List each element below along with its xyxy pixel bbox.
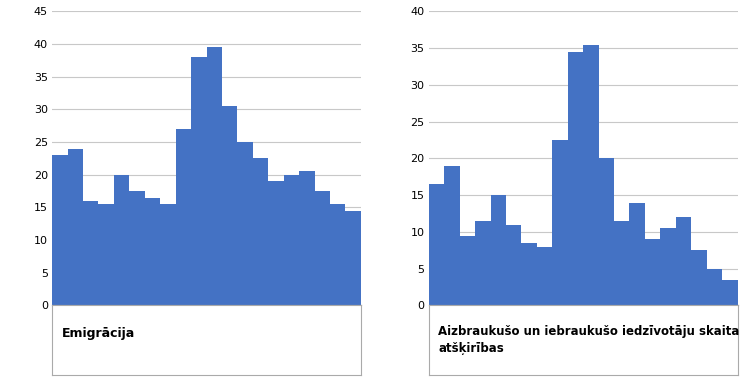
Bar bbox=[145, 198, 160, 305]
Bar bbox=[114, 175, 130, 305]
Bar bbox=[191, 57, 206, 305]
Bar bbox=[676, 217, 691, 305]
Bar bbox=[330, 204, 346, 305]
Bar bbox=[490, 195, 506, 305]
Bar bbox=[691, 250, 707, 305]
Bar bbox=[346, 211, 361, 305]
Text: Emigrācija: Emigrācija bbox=[61, 327, 135, 340]
Bar bbox=[206, 47, 222, 305]
Bar bbox=[707, 268, 722, 305]
Bar bbox=[68, 149, 83, 305]
Bar bbox=[444, 166, 460, 305]
Bar bbox=[537, 247, 552, 305]
Bar bbox=[583, 44, 599, 305]
Bar bbox=[722, 280, 738, 305]
Bar bbox=[429, 184, 444, 305]
Text: Aizbraukušo un iebraukušo iedzīvotāju skaita
atšķirības: Aizbraukušo un iebraukušo iedzīvotāju sk… bbox=[438, 325, 740, 355]
Bar bbox=[614, 221, 630, 305]
Bar bbox=[314, 191, 330, 305]
Bar bbox=[460, 236, 475, 305]
Bar bbox=[568, 52, 583, 305]
Bar bbox=[660, 228, 676, 305]
Bar bbox=[130, 191, 145, 305]
Bar bbox=[284, 175, 299, 305]
Bar bbox=[83, 201, 98, 305]
Bar bbox=[506, 224, 522, 305]
Bar bbox=[599, 159, 614, 305]
Bar bbox=[222, 106, 238, 305]
Bar bbox=[522, 243, 537, 305]
Bar bbox=[299, 172, 314, 305]
Bar bbox=[160, 204, 176, 305]
Bar bbox=[268, 181, 284, 305]
Bar bbox=[253, 159, 268, 305]
Bar bbox=[552, 140, 568, 305]
Bar bbox=[630, 203, 645, 305]
Bar bbox=[645, 239, 660, 305]
Bar bbox=[98, 204, 114, 305]
Bar bbox=[238, 142, 253, 305]
Bar bbox=[475, 221, 490, 305]
Bar bbox=[176, 129, 191, 305]
Bar bbox=[52, 155, 68, 305]
